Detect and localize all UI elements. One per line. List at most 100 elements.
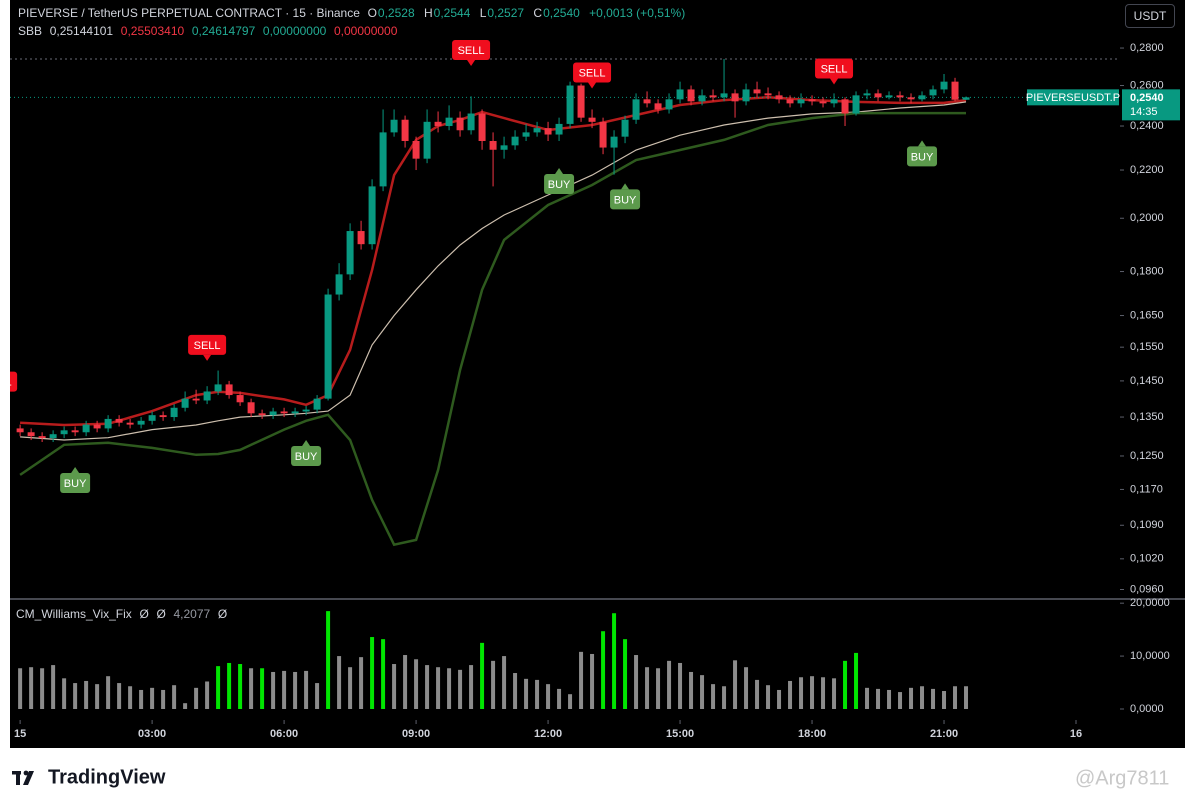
candle-body bbox=[38, 436, 46, 439]
vix-bar bbox=[29, 667, 34, 710]
candle-body bbox=[148, 415, 156, 421]
candle-body bbox=[951, 81, 959, 100]
indicator-value: 0,25503410 bbox=[120, 24, 185, 38]
signal-marker bbox=[907, 146, 938, 167]
y-tick-label: 0,0960 bbox=[1130, 583, 1164, 595]
x-tick-label: 15 bbox=[14, 728, 26, 740]
vix-bar bbox=[546, 684, 551, 710]
symbol-title: PIEVERSE / TetherUS PERPETUAL CONTRACT ·… bbox=[18, 6, 360, 20]
vix-bar bbox=[502, 656, 507, 710]
candle-body bbox=[192, 398, 200, 401]
ohlc-label: H bbox=[423, 6, 433, 20]
signal-marker bbox=[815, 58, 854, 79]
vix-bar bbox=[865, 687, 870, 710]
vix-bar bbox=[942, 691, 947, 710]
price-pane: SELL BUY SELL BUY SELL BUY SELL BUY SELL BUY bbox=[10, 40, 1120, 547]
candle-body bbox=[907, 97, 915, 100]
candle-body bbox=[368, 186, 376, 245]
vix-bar bbox=[568, 694, 573, 710]
signal-label: BUY bbox=[614, 194, 637, 206]
vix-bar bbox=[447, 668, 452, 710]
vix-bar bbox=[469, 665, 474, 710]
vix-bar bbox=[194, 687, 199, 710]
candle-body bbox=[588, 117, 596, 122]
price-tag bbox=[1122, 89, 1180, 121]
candle-body bbox=[170, 407, 178, 418]
candle-body bbox=[522, 132, 530, 137]
signal-label: BUY bbox=[548, 179, 571, 191]
candle-body bbox=[291, 411, 299, 414]
signal-marker bbox=[610, 189, 641, 210]
candle-body bbox=[775, 95, 783, 100]
candle-body bbox=[940, 81, 948, 90]
vix-bar bbox=[282, 670, 287, 710]
candle-body bbox=[324, 294, 332, 399]
vix-bar bbox=[601, 631, 606, 710]
candle-body bbox=[115, 418, 123, 423]
signal-label: SELL bbox=[194, 340, 221, 352]
currency-button[interactable]: USDT bbox=[1125, 4, 1175, 28]
signal-pointer bbox=[467, 60, 476, 67]
vix-param: Ø bbox=[139, 607, 149, 621]
vix-bar bbox=[51, 665, 56, 710]
y-tick-label: 0,2400 bbox=[1130, 120, 1164, 132]
candle-body bbox=[346, 231, 354, 275]
indicator-value: 0,00000000 bbox=[334, 24, 398, 38]
candle-body bbox=[16, 428, 24, 433]
y-tick-label: 0,1450 bbox=[1130, 375, 1164, 387]
vix-bar bbox=[700, 675, 705, 710]
vix-bar bbox=[832, 678, 837, 710]
vix-value: 4,2077 bbox=[173, 607, 211, 621]
candle-body bbox=[896, 95, 904, 98]
vix-bar bbox=[117, 683, 122, 710]
vix-bar bbox=[667, 660, 672, 710]
vix-bar bbox=[898, 692, 903, 710]
indicator-name: SBB bbox=[18, 24, 43, 38]
candle-body bbox=[313, 398, 321, 410]
vix-bar bbox=[315, 683, 320, 710]
candle-body bbox=[126, 422, 134, 425]
signal-pointer bbox=[71, 466, 80, 473]
vix-bar bbox=[843, 660, 848, 710]
vix-bar bbox=[172, 685, 177, 710]
vix-bar bbox=[161, 689, 166, 710]
vix-bar bbox=[623, 639, 628, 710]
candle-body bbox=[511, 136, 519, 146]
signal-marker bbox=[573, 62, 612, 83]
y-tick-label: 0,1090 bbox=[1130, 519, 1164, 531]
vix-bar bbox=[392, 664, 397, 710]
vix-bar bbox=[150, 687, 155, 710]
candle-body bbox=[665, 99, 673, 110]
candle-body bbox=[225, 384, 233, 396]
candle-body bbox=[93, 424, 101, 429]
signal-label: SELL bbox=[821, 63, 848, 75]
candle-body bbox=[269, 411, 277, 416]
candle-body bbox=[104, 418, 112, 429]
vix-bar bbox=[953, 686, 958, 710]
vix-bar bbox=[876, 688, 881, 710]
vix-bar bbox=[513, 673, 518, 710]
candle-body bbox=[60, 430, 68, 435]
vix-bar bbox=[271, 671, 276, 710]
candle-body bbox=[181, 398, 189, 408]
signal-pointer bbox=[203, 354, 212, 361]
signal-marker bbox=[188, 334, 227, 355]
vix-bar bbox=[414, 659, 419, 710]
candle-body bbox=[500, 145, 508, 150]
vix-bar bbox=[634, 655, 639, 710]
candle-body bbox=[302, 409, 310, 412]
vix-bar bbox=[854, 652, 859, 710]
vix-bar bbox=[931, 688, 936, 710]
vix-bar bbox=[722, 686, 727, 710]
candle-body bbox=[236, 395, 244, 403]
candle-body bbox=[401, 119, 409, 141]
vix-bar bbox=[128, 686, 133, 710]
brand-name: TradingView bbox=[48, 766, 166, 788]
signal-label: SELL bbox=[579, 67, 606, 79]
signal-label: BUY bbox=[295, 451, 318, 463]
candle-body bbox=[731, 93, 739, 102]
vix-bar bbox=[403, 655, 408, 710]
x-tick-label: 12:00 bbox=[534, 728, 562, 740]
y-tick-label: 0,1250 bbox=[1130, 450, 1164, 462]
vix-bar bbox=[84, 680, 89, 710]
